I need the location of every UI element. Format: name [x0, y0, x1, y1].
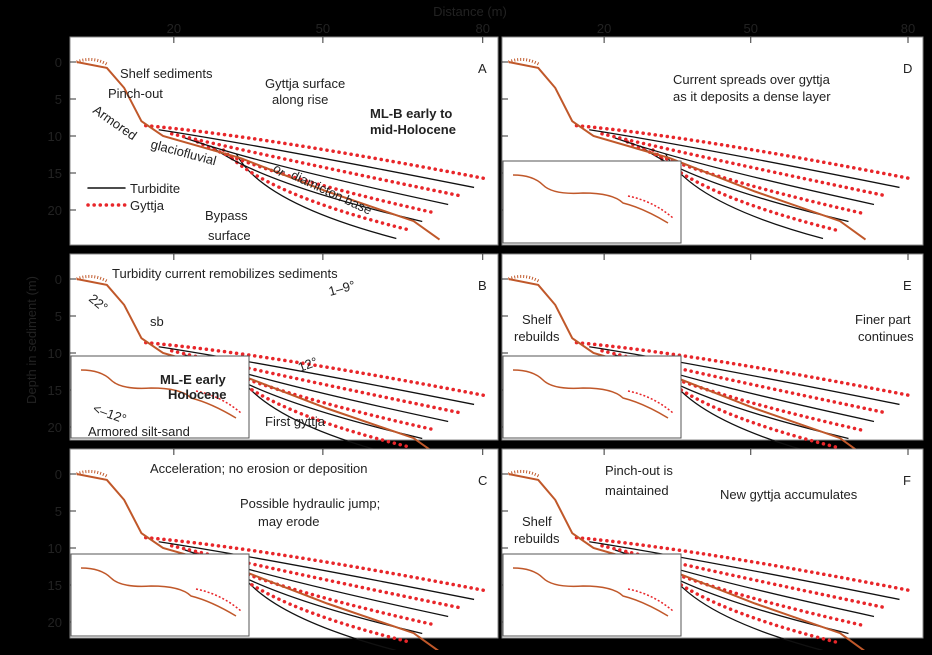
inset	[71, 554, 249, 636]
annotation: Acceleration; no erosion or deposition	[150, 461, 368, 476]
page: Distance (m) Depth in sediment (m) 0 5 10 1…	[0, 0, 932, 655]
annotation: New gyttja accumulates	[720, 487, 858, 502]
annotation: Finer part	[855, 312, 911, 327]
annotation: Shelf sediments	[120, 66, 213, 81]
y-tick-label: 10	[48, 346, 62, 361]
annotation: Pinch-out is	[605, 463, 673, 478]
y-axis-label: Depth in sediment (m)	[24, 276, 39, 404]
annotation: mid-Holocene	[370, 122, 456, 137]
annotation: rebuilds	[514, 531, 560, 546]
panel-label: D	[903, 61, 912, 76]
annotation: Current spreads over gyttja	[673, 72, 831, 87]
y-tick-label: 10	[48, 129, 62, 144]
y-tick-label: 15	[48, 383, 62, 398]
annotation: Shelf	[522, 514, 552, 529]
annotation: sb	[150, 314, 164, 329]
legend-label: Turbidite	[130, 181, 180, 196]
panel-label: B	[478, 278, 487, 293]
annotation: Turbidity current remobilizes sediments	[112, 266, 338, 281]
panel-label: C	[478, 473, 487, 488]
y-tick-label: 10	[48, 541, 62, 556]
annotation: as it deposits a dense layer	[673, 89, 831, 104]
x-tick-label: 50	[744, 21, 758, 36]
legend-label: Gyttja	[130, 198, 165, 213]
annotation: Holocene	[168, 387, 227, 402]
annotation: Possible hydraulic jump;	[240, 496, 380, 511]
annotation: First gyttja	[265, 414, 326, 429]
x-tick-label: 20	[167, 21, 181, 36]
annotation: may erode	[258, 514, 319, 529]
y-tick-label: 0	[55, 467, 62, 482]
inset	[503, 554, 681, 636]
panel-label: A	[478, 61, 487, 76]
annotation: Gyttja surface	[265, 76, 345, 91]
y-tick-label: 20	[48, 203, 62, 218]
x-tick-label: 80	[475, 21, 489, 36]
annotation: Pinch-out	[108, 86, 163, 101]
y-tick-label: 20	[48, 420, 62, 435]
annotation: maintained	[605, 483, 669, 498]
annotation: Shelf	[522, 312, 552, 327]
y-tick-label: 5	[55, 92, 62, 107]
figure: Distance (m) Depth in sediment (m) 0 5 10 1…	[0, 0, 932, 650]
annotation: surface	[208, 228, 251, 243]
y-tick-label: 15	[48, 578, 62, 593]
annotation: ML-E early	[160, 372, 227, 387]
annotation: ML-B early to	[370, 106, 452, 121]
annotation: Armored silt-sand	[88, 424, 190, 439]
x-tick-label: 80	[901, 21, 915, 36]
annotation: Bypass	[205, 208, 248, 223]
y-tick-label: 0	[55, 55, 62, 70]
y-tick-label: 5	[55, 309, 62, 324]
inset	[503, 161, 681, 243]
x-tick-label: 50	[316, 21, 330, 36]
annotation: rebuilds	[514, 329, 560, 344]
y-tick-label: 5	[55, 504, 62, 519]
y-tick-label: 15	[48, 166, 62, 181]
x-tick-label: 20	[597, 21, 611, 36]
annotation: continues	[858, 329, 914, 344]
annotation: along rise	[272, 92, 328, 107]
x-axis-label: Distance (m)	[433, 4, 507, 19]
y-tick-label: 20	[48, 615, 62, 630]
panel-label: F	[903, 473, 911, 488]
panel-label: E	[903, 278, 912, 293]
inset	[503, 356, 681, 438]
y-tick-label: 0	[55, 272, 62, 287]
